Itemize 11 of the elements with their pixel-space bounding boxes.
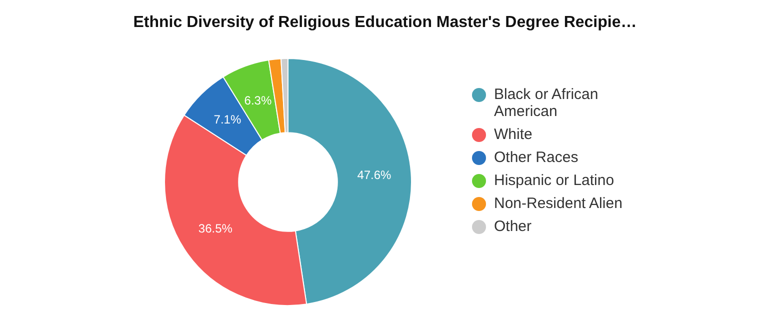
legend-label: Black or African American [494,86,600,120]
data-label: 6.3% [244,93,272,108]
data-label: 7.1% [214,112,242,127]
legend-label: Other Races [494,149,578,166]
legend-label: Hispanic or Latino [494,172,614,189]
legend-label: Non-Resident Alien [494,195,622,212]
data-label: 36.5% [198,221,233,236]
chart-title: Ethnic Diversity of Religious Education Master's Degree Recipie… [132,14,638,32]
legend-label: Other [494,218,532,235]
legend-label: White [494,126,532,143]
data-label: 47.6% [357,168,392,182]
